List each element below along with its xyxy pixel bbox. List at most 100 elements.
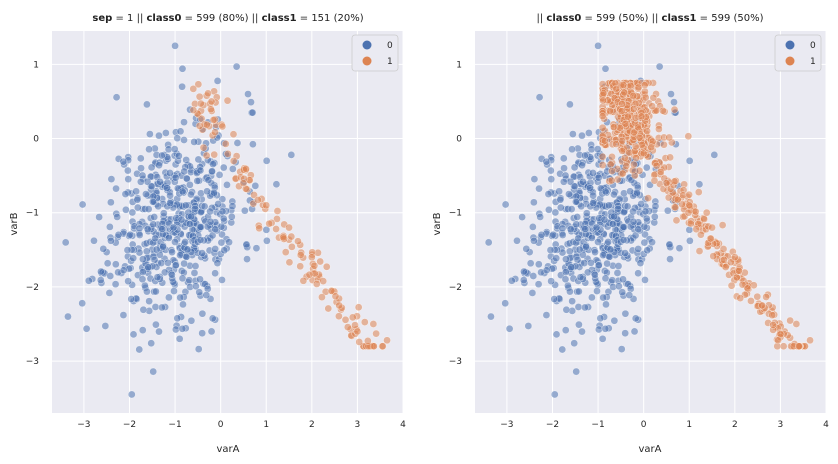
class0-point (570, 182, 579, 191)
y-tick-label: −3 (449, 357, 462, 367)
class0-point (180, 118, 188, 127)
class0-point (588, 293, 596, 302)
class1-point (621, 119, 630, 128)
class1-point (758, 301, 767, 310)
class0-point (219, 163, 228, 172)
class0-point (64, 312, 72, 321)
class0-point (243, 255, 251, 263)
class0-point (562, 255, 570, 264)
class1-point (609, 123, 618, 131)
class0-point (178, 274, 187, 283)
class0-point (586, 184, 594, 192)
class1-point (305, 270, 314, 279)
class1-point (747, 297, 755, 305)
class1-point (743, 284, 752, 293)
title-part: = 599 (50%) (696, 13, 763, 24)
class0-point (128, 208, 137, 217)
class1-point (702, 208, 711, 217)
class0-point (613, 269, 622, 277)
class1-point (670, 105, 679, 114)
left-legend-marker-0 (362, 40, 372, 50)
class0-point (582, 242, 590, 251)
class0-point (667, 90, 675, 98)
class1-point (229, 130, 238, 139)
class1-point (619, 81, 628, 89)
class1-point (288, 243, 296, 251)
class0-point (574, 303, 583, 311)
class0-point (710, 151, 719, 159)
class0-point (559, 177, 568, 186)
class1-point (598, 152, 607, 161)
class0-point (143, 225, 152, 234)
right-x-tick-labels: −3 −2 −1 0 1 2 3 4 (500, 420, 829, 430)
class0-point (112, 184, 120, 193)
class0-point (573, 213, 582, 221)
class0-point (176, 293, 185, 302)
class0-point (249, 140, 257, 149)
class1-point (721, 263, 730, 271)
class0-point (127, 390, 136, 399)
class0-point (582, 209, 591, 218)
class0-point (634, 245, 643, 253)
class0-point (552, 254, 561, 263)
class0-point (152, 287, 160, 296)
class0-point (204, 176, 213, 184)
left-legend-marker-1 (362, 56, 372, 66)
class1-point (369, 320, 378, 328)
class1-point (629, 160, 638, 169)
class1-point (221, 140, 230, 148)
class0-point (615, 282, 623, 291)
class1-point (598, 123, 607, 132)
class0-point (119, 311, 128, 319)
class0-point (147, 182, 156, 191)
class1-point (684, 132, 693, 141)
class0-point (218, 207, 227, 216)
class0-point (581, 225, 590, 233)
class0-point (629, 217, 638, 226)
class0-point (614, 262, 623, 270)
class0-point (165, 293, 173, 302)
class0-point (621, 249, 629, 257)
class0-point (578, 161, 586, 170)
class0-point (149, 197, 157, 206)
class0-point (519, 276, 528, 284)
class0-point (95, 213, 103, 221)
class0-point (180, 136, 188, 144)
class0-point (575, 287, 583, 296)
class1-point (673, 195, 682, 204)
class0-point (665, 240, 674, 249)
class0-point (175, 334, 184, 343)
class0-point (603, 259, 611, 268)
class0-point (568, 145, 576, 154)
class0-point (203, 187, 211, 196)
class0-point (208, 167, 216, 176)
class0-point (194, 155, 203, 164)
class0-point (561, 275, 570, 284)
class0-point (106, 272, 115, 280)
class0-point (127, 295, 136, 303)
class0-point (185, 276, 194, 285)
class0-point (556, 203, 565, 212)
class1-point (618, 99, 626, 108)
class1-point (607, 176, 616, 185)
class0-point (542, 311, 551, 319)
class1-point (734, 266, 743, 275)
class0-point (650, 212, 659, 221)
title-part: = 151 (20%) (297, 13, 364, 24)
class1-point (643, 127, 651, 135)
class1-point (360, 318, 369, 326)
class1-point (774, 336, 782, 345)
class1-point (670, 177, 679, 186)
class0-point (598, 334, 607, 343)
title-part: class1 (262, 13, 297, 24)
class0-point (608, 220, 617, 228)
class0-point (213, 77, 222, 85)
class1-point (612, 140, 620, 148)
class0-point (551, 208, 560, 217)
class0-point (591, 248, 599, 257)
class0-point (129, 330, 138, 339)
x-tick-label: −2 (546, 420, 559, 430)
x-tick-label: −1 (591, 420, 604, 430)
class0-point (581, 151, 589, 160)
class0-point (594, 238, 602, 246)
